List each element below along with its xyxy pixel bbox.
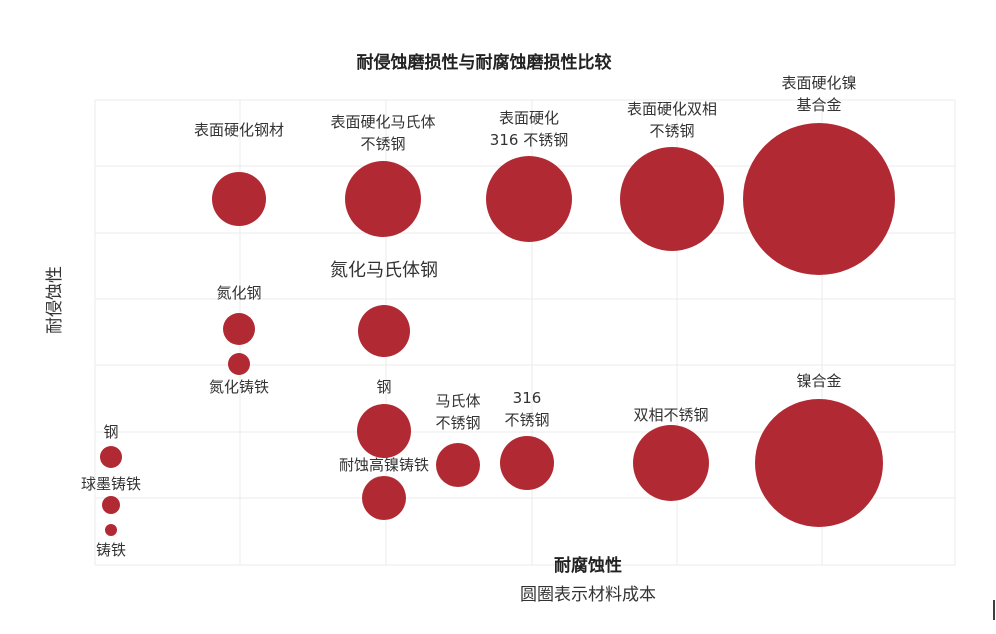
bubble-point	[100, 446, 122, 468]
bubble-label: 不锈钢	[649, 122, 694, 140]
bubble-label: 氮化铸铁	[209, 378, 269, 396]
bubble-point	[755, 399, 883, 527]
bubble-label: 镍合金	[796, 372, 841, 390]
bubble-point	[500, 436, 554, 490]
bubble-label: 表面硬化双相	[627, 100, 717, 118]
bubble-label: 基合金	[796, 96, 841, 114]
bubble-point	[228, 353, 250, 375]
bubble-label: 316 不锈钢	[490, 131, 568, 149]
bubble-point	[345, 161, 421, 237]
bubble-label: 不锈钢	[435, 414, 480, 432]
bubble-label: 双相不锈钢	[633, 406, 708, 424]
x-axis-sublabel: 圆圈表示材料成本	[520, 585, 656, 605]
bubble-point	[358, 305, 410, 357]
bubble-label: 表面硬化镍	[781, 74, 856, 92]
bubble-point	[105, 524, 117, 536]
y-axis-label: 耐侵蚀性	[45, 266, 65, 334]
bubble-label: 氮化马氏体钢	[330, 260, 438, 281]
bubble-label: 耐蚀高镍铸铁	[339, 456, 429, 474]
bubbles	[100, 123, 895, 536]
bubble-point	[486, 156, 572, 242]
bubble-label: 316	[513, 389, 542, 407]
bubble-label: 铸铁	[96, 541, 126, 559]
bubble-point	[102, 496, 120, 514]
bubble-point	[223, 313, 255, 345]
bubble-label: 表面硬化马氏体	[330, 113, 435, 131]
bubble-label: 马氏体	[435, 392, 480, 410]
bubble-point	[620, 147, 724, 251]
bubble-point	[212, 172, 266, 226]
bubble-label: 氮化钢	[216, 284, 261, 302]
bubble-point	[743, 123, 895, 275]
bubble-label: 球墨铸铁	[81, 475, 141, 493]
bubble-label: 不锈钢	[504, 411, 549, 429]
bubble-label: 不锈钢	[360, 135, 405, 153]
bubble-point	[436, 443, 480, 487]
bubble-label: 表面硬化	[499, 109, 559, 127]
bubble-point	[633, 425, 709, 501]
bubble-label: 表面硬化钢材	[194, 121, 284, 139]
bubble-point	[357, 404, 411, 458]
x-axis-label: 耐腐蚀性	[554, 555, 622, 576]
bubble-label: 钢	[376, 378, 391, 396]
bubble-label: 钢	[103, 423, 118, 441]
bubble-point	[362, 476, 406, 520]
chart-title: 耐侵蚀磨损性与耐腐蚀磨损性比较	[357, 52, 612, 73]
